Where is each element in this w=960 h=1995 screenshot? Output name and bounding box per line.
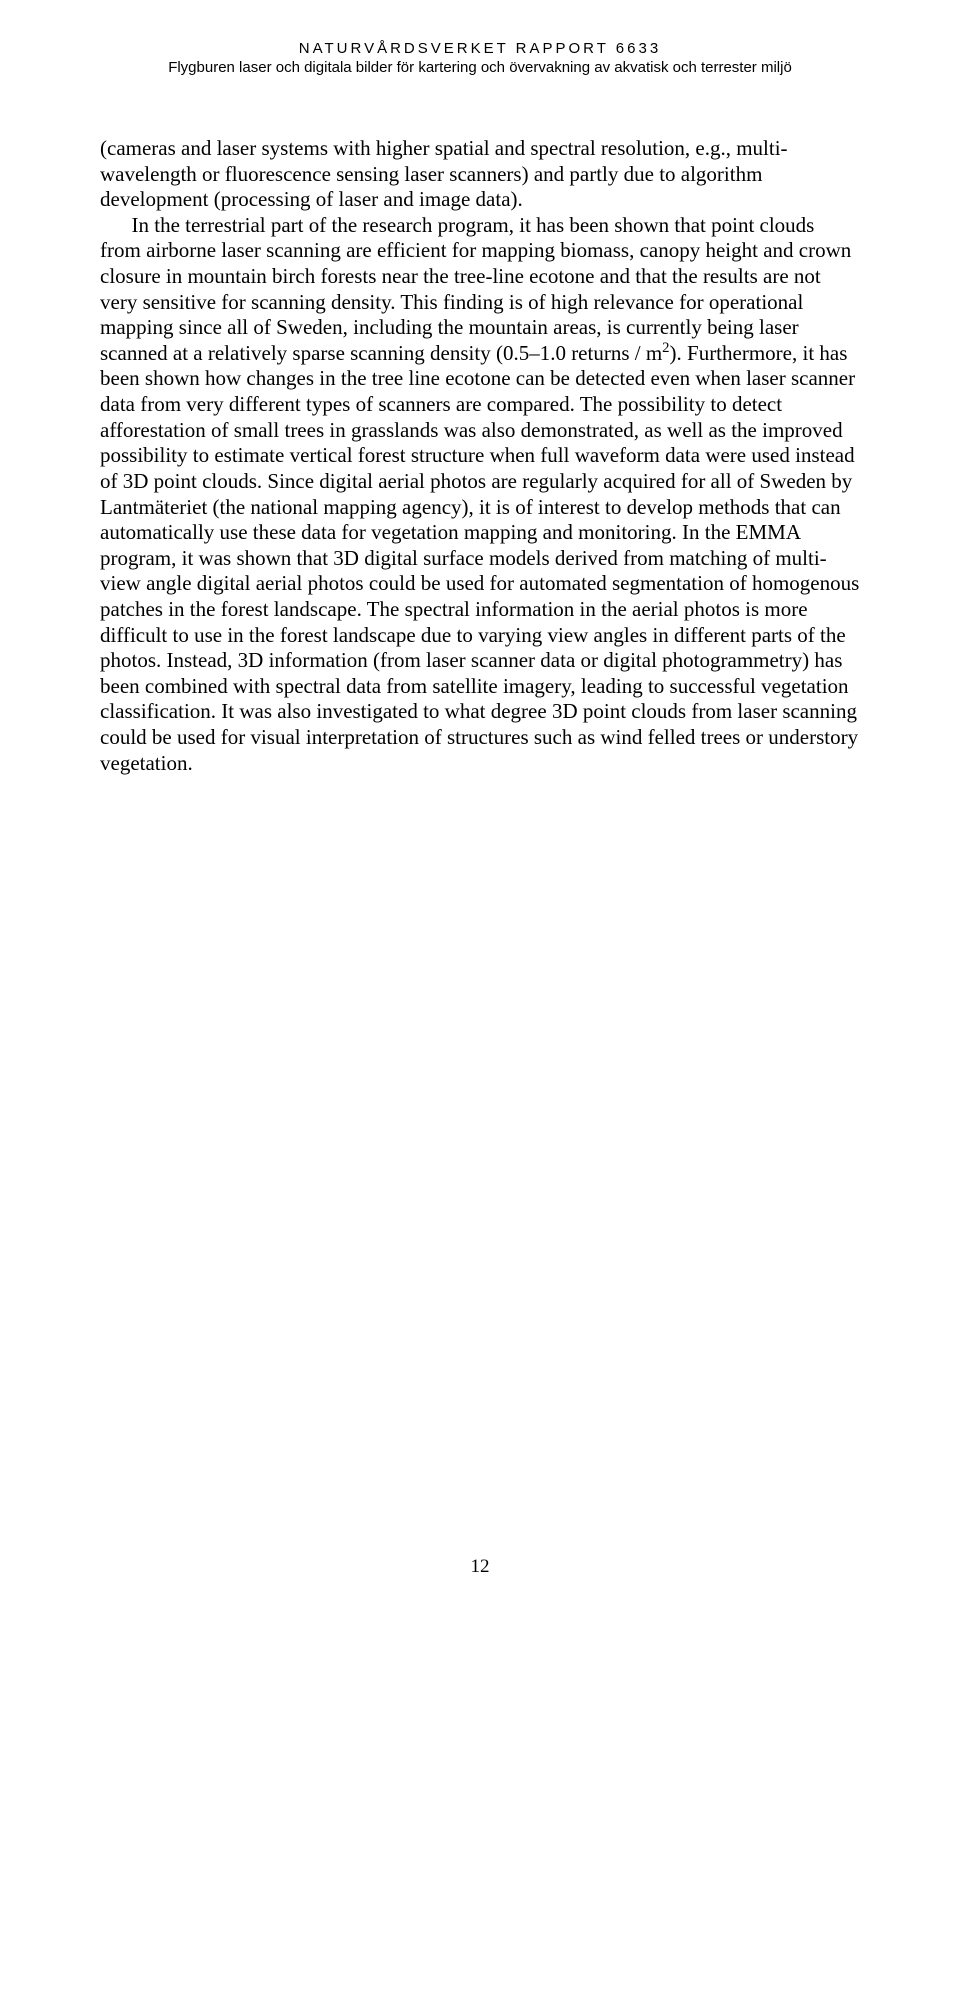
header-subtitle: Flygburen laser och digitala bilder för …: [100, 59, 860, 76]
superscript-2: 2: [662, 340, 669, 356]
body-text-part2: ). Furthermore, it has been shown how ch…: [100, 341, 859, 775]
page: NATURVÅRDSVERKET RAPPORT 6633 Flygburen …: [0, 0, 960, 1638]
body-paragraph: (cameras and laser systems with higher s…: [100, 136, 860, 776]
body-text-part1: (cameras and laser systems with higher s…: [100, 136, 788, 211]
page-header: NATURVÅRDSVERKET RAPPORT 6633 Flygburen …: [100, 40, 860, 76]
header-report-id: NATURVÅRDSVERKET RAPPORT 6633: [100, 40, 860, 57]
page-number: 12: [100, 1556, 860, 1578]
